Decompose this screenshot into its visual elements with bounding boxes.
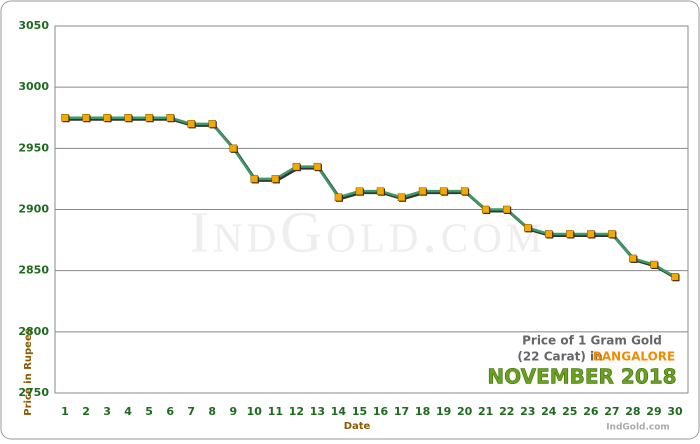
x-tick-label: 21 xyxy=(478,405,493,418)
marker xyxy=(460,187,469,195)
x-tick-label: 15 xyxy=(352,405,367,418)
x-tick-label: 18 xyxy=(415,405,430,418)
marker xyxy=(313,162,322,171)
city: BANGALORE xyxy=(593,350,675,364)
x-tick-label: 16 xyxy=(373,405,389,418)
marker xyxy=(250,175,259,183)
x-tick-label: 19 xyxy=(436,405,451,418)
marker xyxy=(587,230,595,238)
x-tick-label: 5 xyxy=(145,405,153,418)
marker xyxy=(355,187,364,195)
x-tick-label: 4 xyxy=(124,405,132,418)
carat: (22 Carat) in xyxy=(517,350,602,364)
y-tick-label: 2750 xyxy=(18,386,49,399)
marker xyxy=(145,114,153,122)
x-tick-label: 9 xyxy=(229,405,237,418)
marker xyxy=(271,175,280,183)
x-tick-label: 29 xyxy=(646,405,661,418)
x-tick-label: 2 xyxy=(82,405,90,418)
marker xyxy=(166,114,174,122)
x-tick-label: 24 xyxy=(541,405,557,418)
x-tick-label: 22 xyxy=(499,405,514,418)
y-tick-label: 2850 xyxy=(18,264,49,277)
marker xyxy=(103,114,111,122)
marker xyxy=(650,260,658,269)
x-tick-label: 6 xyxy=(166,405,174,418)
x-tick-label: 10 xyxy=(247,405,263,418)
x-axis-label: Date xyxy=(344,421,371,432)
y-tick-label: 2900 xyxy=(18,203,49,216)
y-tick-label: 2800 xyxy=(18,325,49,338)
x-tick-label: 17 xyxy=(394,405,409,418)
x-tick-label: 1 xyxy=(61,405,69,418)
marker xyxy=(418,187,427,195)
x-tick-label: 13 xyxy=(310,405,325,418)
x-tick-label: 12 xyxy=(289,405,304,418)
y-axis-label: Price in Rupees xyxy=(23,328,34,415)
x-tick-label: 25 xyxy=(562,405,577,418)
x-tick-label: 8 xyxy=(208,405,216,418)
marker xyxy=(187,120,195,128)
y-tick-label: 2950 xyxy=(18,141,49,154)
x-tick-label: 20 xyxy=(457,405,473,418)
marker xyxy=(229,144,238,153)
marker xyxy=(481,205,490,214)
x-tick-label: 11 xyxy=(268,405,283,418)
x-tick-label: 30 xyxy=(667,405,683,418)
x-tick-label: 14 xyxy=(331,405,347,418)
marker xyxy=(376,187,385,195)
marker xyxy=(292,162,301,171)
y-tick-label: 3000 xyxy=(18,80,49,93)
marker xyxy=(397,193,406,202)
marker xyxy=(439,187,448,195)
marker xyxy=(334,193,343,202)
marker xyxy=(545,230,553,238)
x-tick-label: 28 xyxy=(625,405,640,418)
y-tick-label: 3050 xyxy=(18,19,49,32)
marker xyxy=(82,114,90,122)
x-tick-label: 27 xyxy=(604,405,619,418)
x-tick-label: 7 xyxy=(187,405,195,418)
plot-border xyxy=(54,25,689,394)
marker xyxy=(124,114,132,122)
x-tick-label: 26 xyxy=(583,405,599,418)
marker xyxy=(566,230,574,238)
marker xyxy=(502,205,511,214)
x-tick-label: 23 xyxy=(520,405,535,418)
marker xyxy=(671,273,679,281)
marker xyxy=(524,224,532,232)
marker xyxy=(208,120,216,128)
source: IndGold.com xyxy=(606,423,670,433)
marker xyxy=(629,254,637,263)
marker xyxy=(61,114,69,122)
period: NOVEMBER 2018 xyxy=(487,365,676,389)
marker xyxy=(608,230,616,238)
x-tick-label: 3 xyxy=(103,405,111,418)
caption: Price of 1 Gram Gold xyxy=(522,334,662,348)
